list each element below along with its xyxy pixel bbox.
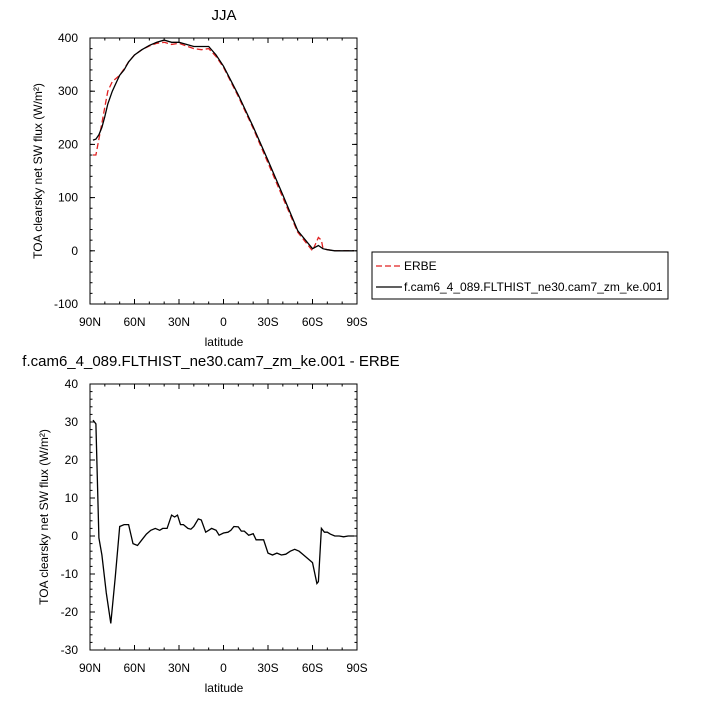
top-x-axis-label: latitude [205,335,244,349]
bottom-x-ticks: 90N 60N 30N 0 30S 60S 90S [79,384,368,675]
bottom-x-tick-label: 60S [302,661,323,675]
top-x-tick-label: 90S [346,315,367,329]
top-x-tick-label: 0 [220,315,227,329]
legend: ERBE f.cam6_4_089.FLTHIST_ne30.cam7_zm_ke… [371,251,669,300]
legend-frame [371,251,669,300]
bottom-x-tick-label: 0 [220,661,227,675]
bottom-y-tick-label: -10 [61,567,79,581]
top-y-tick-label: 100 [58,191,78,205]
top-x-tick-label: 60N [123,315,145,329]
top-panel-title: JJA [211,7,236,24]
top-x-tick-label: 30S [257,315,278,329]
top-x-tick-label: 90N [79,315,101,329]
top-y-tick-label: 0 [71,244,78,258]
top-series-group [92,39,354,253]
bottom-y-tick-label: 10 [65,491,79,505]
bottom-x-axis-label: latitude [205,681,244,695]
top-y-ticks: 400 300 200 100 0 -100 [54,31,357,311]
bottom-panel: f.cam6_4_089.FLTHIST_ne30.cam7_zm_ke.001… [22,353,399,695]
bottom-plot-frame [89,383,358,651]
bottom-y-tick-label: 40 [65,377,79,391]
top-x-tick-label: 60S [302,315,323,329]
top-plot-frame [89,37,358,305]
legend-items: ERBE f.cam6_4_089.FLTHIST_ne30.cam7_zm_ke… [376,259,663,294]
top-x-tick-label: 30N [168,315,190,329]
bottom-y-tick-label: -30 [61,643,79,657]
bottom-y-tick-label: 0 [71,529,78,543]
bottom-y-tick-label: -20 [61,605,79,619]
bottom-x-tick-label: 30N [168,661,190,675]
bottom-y-tick-label: 30 [65,415,79,429]
top-x-ticks: 90N 60N 30N 0 30S 60S 90S [79,38,368,329]
bottom-y-tick-label: 20 [65,453,79,467]
bottom-y-ticks: 40 30 20 10 0 -10 -20 -30 [61,377,357,657]
bottom-panel-title: f.cam6_4_089.FLTHIST_ne30.cam7_zm_ke.001… [22,353,399,370]
bottom-x-tick-label: 90N [79,661,101,675]
top-y-axis-label: TOA clearsky net SW flux (W/m²) [31,83,45,259]
top-y-tick-label: 400 [58,31,78,45]
bottom-x-tick-label: 60N [123,661,145,675]
legend-label: f.cam6_4_089.FLTHIST_ne30.cam7_zm_ke.001 [404,280,663,294]
top-series-line-erbe [93,41,354,253]
legend-label: ERBE [404,259,437,273]
bottom-series-line-model [92,419,354,624]
bottom-y-axis-label: TOA clearsky net SW flux (W/m²) [37,429,51,605]
top-y-tick-label: 300 [58,84,78,98]
bottom-x-tick-label: 90S [346,661,367,675]
bottom-x-tick-label: 30S [257,661,278,675]
top-series-line-model [92,39,354,252]
top-y-tick-label: -100 [54,297,78,311]
top-y-tick-label: 200 [58,137,78,151]
bottom-series-group [92,419,354,624]
